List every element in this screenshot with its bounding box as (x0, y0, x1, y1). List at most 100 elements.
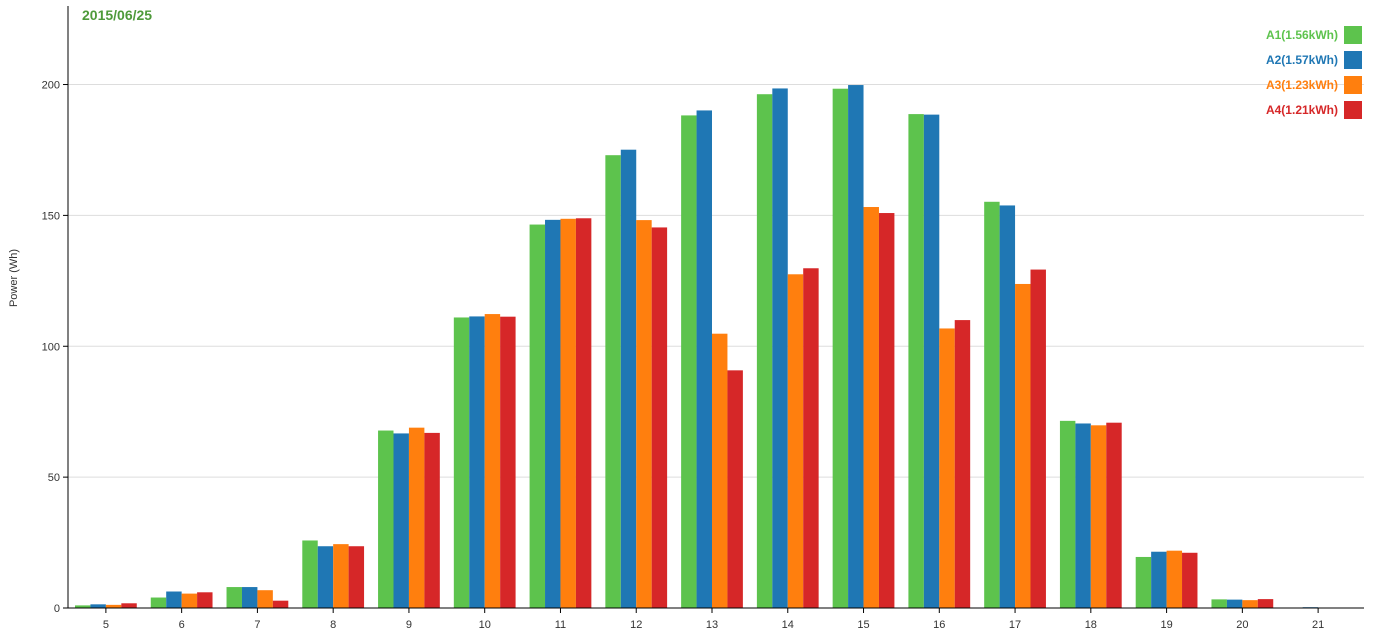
bar-a3-19 (1166, 550, 1183, 608)
bar-a2-16 (923, 114, 940, 609)
bar-a4-17 (1030, 269, 1046, 608)
bars-layer (75, 85, 1349, 609)
x-tick-label: 5 (103, 619, 109, 631)
bar-a4-5 (121, 603, 137, 608)
bar-a4-12 (651, 227, 668, 608)
bar-a1-5 (75, 605, 91, 608)
x-tick-label: 9 (406, 619, 412, 631)
x-tick-label: 14 (782, 619, 794, 631)
bar-a1-18 (1059, 420, 1076, 608)
x-tick-label: 11 (555, 619, 566, 631)
y-tick-label: 100 (42, 341, 60, 353)
y-tick-label: 50 (48, 472, 60, 484)
bar-a3-17 (1015, 283, 1031, 608)
bar-a3-10 (484, 314, 501, 608)
bar-a3-16 (939, 328, 955, 608)
bar-a1-17 (984, 201, 1000, 608)
bar-a3-15 (863, 207, 879, 608)
legend-label-a2: A2(1.57kWh) (1266, 53, 1338, 67)
bar-a2-14 (772, 88, 788, 609)
legend-swatch-a2 (1344, 51, 1362, 69)
legend: A1(1.56kWh) A2(1.57kWh) A3(1.23kWh) A4(1.21… (1266, 26, 1362, 119)
bar-a2-17 (999, 205, 1016, 608)
bar-a4-13 (727, 370, 743, 608)
bar-a4-15 (878, 213, 895, 608)
bar-a3-6 (181, 593, 198, 608)
x-tick-label: 19 (1160, 619, 1172, 631)
bar-a3-13 (712, 333, 728, 608)
x-tick-label: 7 (254, 619, 260, 631)
x-tick-label: 13 (706, 619, 718, 631)
bar-a2-13 (696, 110, 712, 609)
y-axis-title: Power (Wh) (8, 249, 20, 307)
bar-a3-18 (1090, 425, 1107, 608)
bar-a3-11 (560, 218, 576, 608)
x-tick-label: 17 (1009, 619, 1021, 631)
bar-a2-7 (241, 587, 258, 608)
bar-a4-6 (197, 592, 213, 608)
bar-a3-12 (636, 220, 652, 609)
x-tick-label: 20 (1236, 619, 1248, 631)
legend-swatch-a4 (1344, 101, 1362, 119)
bar-a2-15 (848, 85, 864, 608)
bar-a2-10 (469, 316, 485, 608)
bar-a1-19 (1135, 556, 1152, 608)
bar-a4-19 (1182, 552, 1198, 608)
bar-a3-7 (257, 590, 273, 608)
bar-a2-19 (1151, 551, 1167, 608)
bar-a2-6 (166, 591, 182, 608)
bar-a1-20 (1211, 599, 1227, 608)
bar-a1-16 (908, 114, 924, 608)
bar-a2-9 (393, 433, 409, 608)
bar-a1-7 (226, 587, 242, 608)
x-tick-label: 16 (933, 619, 945, 631)
labels-layer: 0 50 100 150 200 5 6 7 8 9 10 11 12 13 14 15 16 17 18 19 20 2… (42, 80, 1325, 631)
bar-a3-8 (333, 544, 349, 608)
bar-a4-14 (803, 268, 819, 608)
bar-a4-8 (348, 546, 365, 608)
bar-a4-16 (954, 320, 971, 608)
bar-a4-10 (500, 316, 516, 608)
legend-label-a1: A1(1.56kWh) (1266, 28, 1338, 42)
bar-a3-5 (105, 604, 122, 608)
x-tick-label: 8 (330, 619, 336, 631)
bar-a2-8 (317, 546, 334, 608)
x-tick-label: 21 (1312, 619, 1324, 631)
legend-label-a3: A3(1.23kWh) (1266, 78, 1338, 92)
bar-a1-14 (756, 94, 773, 609)
bar-a4-18 (1106, 422, 1122, 608)
bar-a3-9 (408, 427, 425, 608)
bar-a4-9 (424, 432, 440, 608)
x-tick-label: 15 (857, 619, 869, 631)
bar-a1-12 (605, 155, 621, 609)
x-tick-label: 6 (179, 619, 185, 631)
x-tick-label: 10 (479, 619, 491, 631)
y-tick-label: 150 (42, 210, 60, 222)
bar-a2-20 (1226, 599, 1243, 608)
bar-a4-11 (575, 218, 592, 608)
legend-label-a4: A4(1.21kWh) (1266, 103, 1338, 117)
x-tick-label: 18 (1085, 619, 1097, 631)
legend-swatch-a1 (1344, 26, 1362, 44)
bar-a1-8 (302, 540, 318, 608)
chart-date-title: 2015/06/25 (82, 7, 152, 23)
bar-a2-18 (1075, 423, 1091, 608)
bar-a3-20 (1242, 600, 1258, 608)
bar-a1-13 (681, 115, 697, 609)
bar-a2-11 (545, 219, 561, 608)
bar-a2-12 (620, 149, 637, 609)
bar-a4-20 (1257, 599, 1274, 608)
bar-a1-10 (453, 317, 470, 608)
bar-a1-11 (529, 224, 546, 608)
legend-swatch-a3 (1344, 76, 1362, 94)
x-tick-label: 12 (630, 619, 642, 631)
bar-a1-6 (150, 597, 167, 608)
bar-a2-5 (90, 604, 106, 608)
bar-a1-9 (378, 430, 394, 608)
bar-a4-7 (272, 600, 289, 608)
y-tick-label: 200 (42, 80, 60, 92)
y-tick-label: 0 (54, 603, 60, 615)
bar-a3-14 (787, 274, 804, 608)
